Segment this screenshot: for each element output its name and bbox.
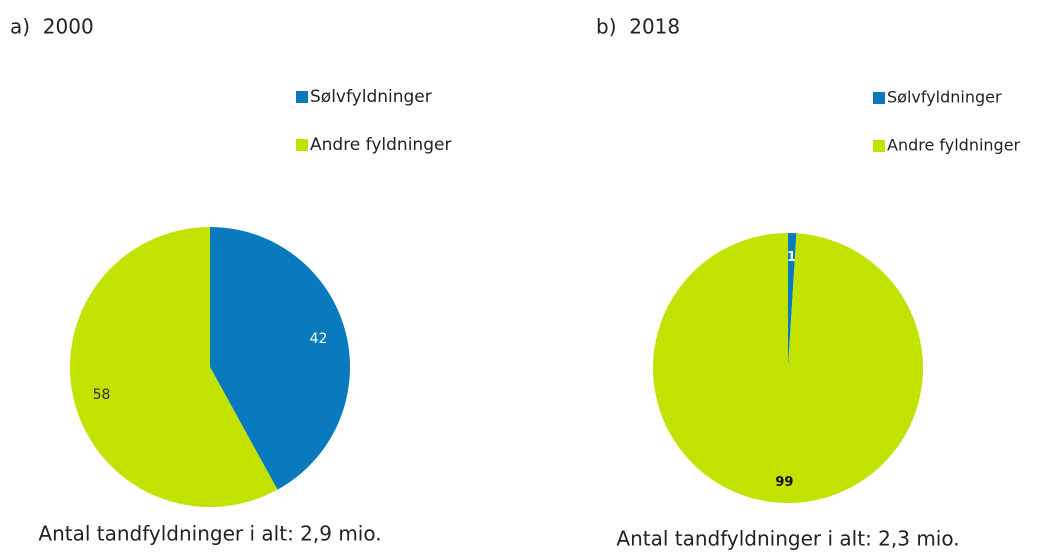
legend-swatch: [296, 139, 308, 151]
chart-title: a) 2000: [10, 15, 94, 39]
legend-label: Andre fyldninger: [887, 136, 1021, 155]
data-label: 42: [310, 331, 328, 347]
pie-slice: [788, 233, 797, 368]
legend-label: Andre fyldninger: [310, 135, 451, 155]
legend-label: Sølvfyldninger: [310, 87, 432, 107]
legend-swatch: [873, 92, 885, 104]
legend-label: Sølvfyldninger: [887, 88, 1002, 107]
pie-slice: [652, 233, 923, 503]
data-label: 1: [787, 250, 796, 265]
data-label: 99: [775, 475, 793, 490]
chart-note: Antal tandfyldninger i alt: 2,9 mio.: [38, 522, 381, 546]
legend-swatch: [296, 91, 308, 103]
data-label: 58: [93, 387, 111, 403]
legend-swatch: [873, 140, 885, 152]
pie-slice: [70, 227, 278, 507]
pie-slice: [210, 227, 351, 490]
chart-title: b) 2018: [596, 15, 680, 39]
chart-note: Antal tandfyldninger i alt: 2,3 mio.: [616, 527, 959, 551]
